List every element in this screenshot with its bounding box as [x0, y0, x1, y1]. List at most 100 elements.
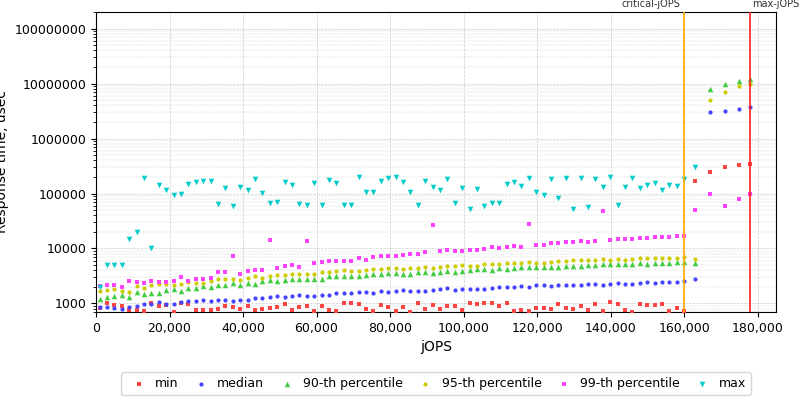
- max: [234, 184, 246, 190]
- median: [678, 278, 690, 284]
- min: [559, 305, 572, 311]
- 99-th percentile: [263, 236, 276, 243]
- 90-th percentile: [182, 285, 195, 291]
- median: [256, 295, 269, 301]
- min: [478, 300, 490, 306]
- min: [611, 301, 624, 308]
- max: [515, 183, 528, 189]
- 95-th percentile: [345, 268, 358, 274]
- 90-th percentile: [256, 278, 269, 284]
- 95-th percentile: [197, 280, 210, 286]
- 90-th percentile: [397, 271, 410, 277]
- 99-th percentile: [463, 247, 476, 254]
- 90-th percentile: [456, 268, 469, 274]
- min: [389, 307, 402, 314]
- min: [278, 301, 291, 307]
- 95-th percentile: [670, 254, 683, 261]
- 99-th percentile: [397, 251, 410, 258]
- 99-th percentile: [404, 251, 417, 258]
- median: [596, 282, 609, 288]
- min: [703, 168, 716, 175]
- max: [486, 200, 498, 206]
- median: [718, 108, 731, 114]
- max: [604, 174, 617, 180]
- 99-th percentile: [441, 247, 454, 254]
- max: [418, 178, 431, 184]
- 90-th percentile: [574, 263, 587, 269]
- median: [515, 283, 528, 290]
- median: [689, 276, 702, 282]
- 99-th percentile: [286, 262, 298, 268]
- 95-th percentile: [718, 89, 731, 95]
- min: [574, 303, 587, 310]
- 95-th percentile: [522, 259, 535, 266]
- max: [174, 190, 187, 197]
- min: [500, 300, 513, 306]
- 99-th percentile: [301, 238, 314, 244]
- 90-th percentile: [352, 273, 365, 279]
- 95-th percentile: [190, 280, 202, 286]
- min: [545, 306, 558, 312]
- 90-th percentile: [322, 273, 335, 280]
- 99-th percentile: [256, 267, 269, 274]
- 99-th percentile: [389, 253, 402, 259]
- 95-th percentile: [678, 254, 690, 260]
- 90-th percentile: [418, 269, 431, 275]
- 99-th percentile: [145, 278, 158, 284]
- 90-th percentile: [537, 264, 550, 270]
- 90-th percentile: [145, 290, 158, 296]
- max: [589, 176, 602, 182]
- 90-th percentile: [648, 259, 661, 266]
- 95-th percentile: [456, 262, 469, 268]
- median: [634, 280, 646, 286]
- min: [167, 308, 180, 315]
- 99-th percentile: [153, 279, 166, 285]
- min: [486, 300, 498, 306]
- min: [648, 301, 661, 308]
- min: [234, 306, 246, 312]
- median: [566, 282, 579, 288]
- 95-th percentile: [315, 269, 328, 275]
- median: [618, 280, 631, 287]
- max: [101, 262, 114, 268]
- 99-th percentile: [234, 270, 246, 277]
- min: [582, 307, 594, 314]
- 99-th percentile: [197, 276, 210, 282]
- median: [338, 290, 350, 296]
- min: [330, 308, 343, 314]
- min: [367, 308, 380, 314]
- median: [486, 285, 498, 291]
- 99-th percentile: [123, 278, 136, 284]
- median: [212, 297, 225, 303]
- median: [182, 298, 195, 304]
- 90-th percentile: [212, 282, 225, 288]
- max: [115, 262, 128, 268]
- min: [463, 299, 476, 306]
- median: [552, 282, 565, 288]
- min: [204, 307, 217, 313]
- min: [374, 302, 387, 308]
- 95-th percentile: [582, 257, 594, 264]
- max: [190, 179, 202, 185]
- min: [322, 307, 335, 313]
- 99-th percentile: [94, 283, 106, 290]
- 90-th percentile: [367, 271, 380, 277]
- median: [648, 280, 661, 286]
- 90-th percentile: [744, 76, 757, 82]
- 90-th percentile: [493, 265, 506, 272]
- min: [566, 306, 579, 312]
- 95-th percentile: [478, 261, 490, 267]
- max: [138, 175, 150, 181]
- 95-th percentile: [411, 265, 424, 272]
- max: [648, 180, 661, 186]
- max: [478, 203, 490, 210]
- 90-th percentile: [500, 266, 513, 272]
- 90-th percentile: [618, 261, 631, 267]
- 99-th percentile: [167, 278, 180, 284]
- 99-th percentile: [552, 240, 565, 246]
- 99-th percentile: [382, 253, 394, 259]
- median: [670, 279, 683, 286]
- min: [338, 300, 350, 306]
- median: [315, 292, 328, 298]
- 95-th percentile: [641, 254, 654, 261]
